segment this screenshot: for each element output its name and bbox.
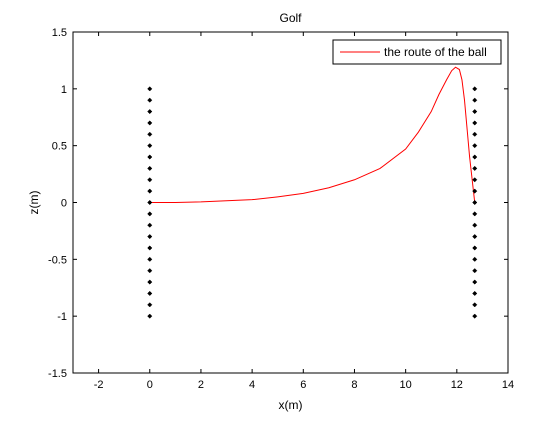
- x-tick-label: 10: [400, 379, 412, 391]
- plot-area: -2 0 2 4 6 8 10 12 14 -1.5 -1 -0.5 0 0.5 1 1.5: [48, 27, 514, 391]
- series-line-ball-route: [149, 66, 476, 203]
- x-tick-label: 4: [249, 379, 255, 391]
- data-point-marker: [472, 268, 478, 274]
- data-point-marker: [472, 222, 478, 228]
- data-point-marker: [147, 256, 153, 262]
- data-point-marker: [472, 86, 478, 92]
- x-tick-label: 8: [351, 379, 357, 391]
- y-tick-label: 0.5: [52, 141, 67, 153]
- data-point-marker: [147, 109, 153, 115]
- data-point-marker: [147, 143, 153, 149]
- y-axis-label: z(m): [27, 191, 41, 215]
- y-tick-label: -1.5: [48, 368, 67, 380]
- x-axis-label: x(m): [279, 398, 303, 412]
- data-point-marker: [147, 154, 153, 160]
- y-tick-label: 0: [61, 198, 67, 210]
- data-point-marker: [472, 302, 478, 308]
- data-point-marker: [147, 199, 153, 206]
- y-tick-label: 1: [61, 84, 67, 96]
- data-point-marker: [472, 290, 478, 296]
- data-point-marker: [147, 302, 153, 308]
- data-point-marker: [472, 211, 478, 217]
- data-point-marker: [472, 245, 478, 251]
- data-point-marker: [472, 313, 478, 319]
- data-point-marker: [472, 177, 478, 183]
- chart-title: Golf: [279, 11, 302, 25]
- data-point-marker: [472, 279, 478, 285]
- data-point-marker: [147, 234, 153, 240]
- data-point-marker: [472, 154, 478, 160]
- data-point-marker: [472, 256, 478, 262]
- data-point-marker: [147, 268, 153, 274]
- data-point-marker: [147, 188, 153, 194]
- data-point-marker: [472, 165, 478, 171]
- x-tick-label: 2: [198, 379, 204, 391]
- data-point-marker: [472, 120, 478, 126]
- legend-entry-label: the route of the ball: [384, 45, 487, 59]
- data-point-marker: [472, 131, 478, 137]
- data-point-marker: [147, 177, 153, 183]
- data-point-marker: [147, 222, 153, 228]
- data-point-marker: [472, 143, 478, 149]
- data-point-marker: [472, 109, 478, 115]
- data-point-marker: [147, 86, 153, 92]
- x-tick-label: -2: [94, 379, 104, 391]
- data-point-marker: [147, 290, 153, 296]
- y-tick-label: -1: [57, 311, 67, 323]
- x-tick-label: 12: [451, 379, 463, 391]
- x-tick-label: 14: [502, 379, 514, 391]
- y-tick-label: 1.5: [52, 27, 67, 39]
- data-point-marker: [147, 211, 153, 217]
- data-point-marker: [147, 97, 153, 103]
- data-point-marker: [147, 279, 153, 285]
- x-tick-label: 6: [300, 379, 306, 391]
- data-point-marker: [472, 97, 478, 103]
- data-point-marker: [147, 313, 153, 319]
- data-point-marker: [472, 188, 478, 194]
- x-tick-label: 0: [147, 379, 153, 391]
- data-point-marker: [147, 120, 153, 126]
- y-tick-label: -0.5: [48, 254, 67, 266]
- data-point-marker: [472, 199, 478, 206]
- data-point-marker: [147, 131, 153, 137]
- data-point-marker: [472, 234, 478, 240]
- legend: the route of the ball: [332, 39, 502, 65]
- data-point-marker: [147, 245, 153, 251]
- data-point-marker: [147, 165, 153, 171]
